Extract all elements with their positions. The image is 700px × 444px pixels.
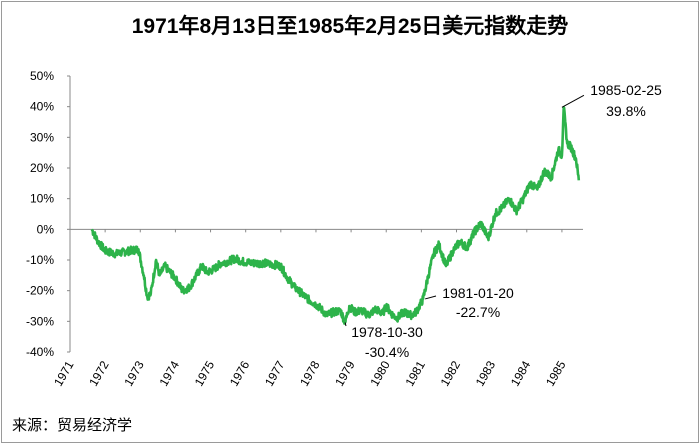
y-tick-label: -20%: [26, 284, 54, 298]
annotation-leader: [344, 322, 347, 327]
y-tick-label: 50%: [30, 69, 54, 83]
x-tick-label: 1981: [402, 358, 428, 388]
x-tick-label: 1985: [543, 358, 569, 388]
y-tick-label: -30%: [26, 314, 54, 328]
annotation-date: 1978-10-30: [351, 324, 423, 340]
y-tick-label: 20%: [30, 161, 54, 175]
x-tick-label: 1977: [262, 358, 288, 388]
y-tick-label: -40%: [26, 345, 54, 359]
annotation-value: 39.8%: [606, 103, 646, 119]
x-tick-label: 1982: [438, 358, 464, 388]
y-tick-label: 0%: [37, 222, 55, 236]
y-tick-label: 30%: [30, 130, 54, 144]
x-tick-label: 1983: [473, 358, 499, 388]
x-tick-label: 1980: [367, 358, 393, 388]
annotation-leader: [561, 94, 585, 108]
annotation-date: 1985-02-25: [590, 82, 662, 98]
x-tick-label: 1974: [157, 358, 183, 388]
annotation-value: -30.4%: [365, 344, 409, 360]
x-tick-label: 1971: [51, 358, 77, 388]
annotation-value: -22.7%: [456, 304, 500, 320]
annotation-leader: [424, 295, 437, 300]
y-tick-label: -10%: [26, 253, 54, 267]
dollar-index-line: [90, 106, 581, 325]
x-tick-label: 1978: [297, 358, 323, 388]
annotation-date: 1981-01-20: [442, 285, 514, 301]
x-tick-label: 1975: [192, 358, 218, 388]
x-tick-label: 1972: [86, 358, 112, 388]
x-tick-label: 1984: [508, 358, 534, 388]
x-tick-label: 1973: [121, 358, 147, 388]
y-tick-label: 40%: [30, 100, 54, 114]
y-tick-label: 10%: [30, 192, 54, 206]
x-tick-label: 1976: [227, 358, 253, 388]
chart-title: 1971年8月13日至1985年2月25日美元指数走势: [131, 15, 569, 38]
x-tick-label: 1979: [332, 358, 358, 388]
source-note: 来源：贸易经济学: [12, 416, 133, 434]
